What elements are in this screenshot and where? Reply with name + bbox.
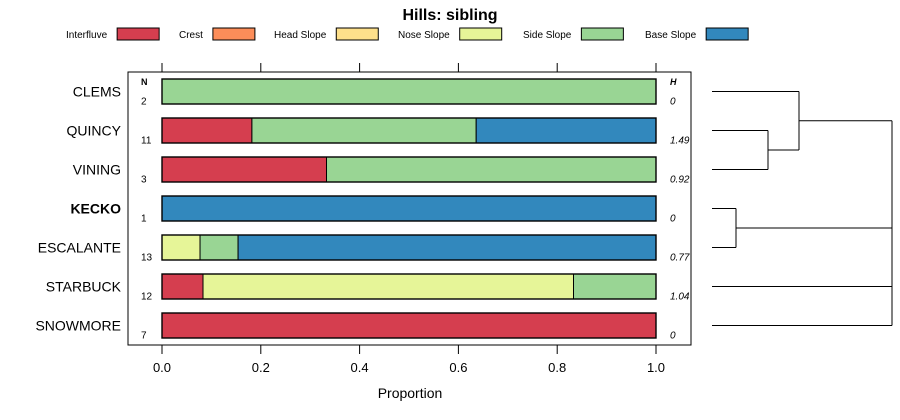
row-h: 0 [670, 214, 676, 225]
row-label: SNOWMORE [35, 318, 121, 334]
bar-segment [573, 273, 657, 300]
bar-outline [161, 312, 657, 339]
x-tick-label: 0.8 [548, 360, 566, 375]
legend-swatch [705, 27, 749, 41]
bar-segment [161, 312, 657, 339]
bar-outline [161, 78, 657, 105]
row-n: 11 [141, 136, 152, 147]
top-axis-ticks [161, 63, 657, 72]
row-n: 12 [141, 292, 153, 303]
row-label: QUINCY [67, 123, 122, 139]
bar-segment [251, 117, 477, 144]
row-h: 0 [670, 97, 676, 108]
x-axis: 0.0 0.2 0.4 0.6 0.8 1.0 [153, 345, 665, 375]
legend-swatch [116, 27, 160, 41]
x-tick-label: 0.0 [153, 360, 171, 375]
bar-outline [161, 156, 657, 183]
legend-label: Interfluve [66, 30, 108, 41]
h-header: H [670, 77, 677, 87]
bar-segment [161, 78, 657, 105]
row-label: ESCALANTE [38, 240, 121, 256]
row-h: 1.04 [670, 292, 690, 303]
x-tick-label: 0.4 [351, 360, 369, 375]
bar-segment [161, 156, 328, 183]
legend: Interfluve Crest Head Slope Nose Slope Side … [66, 27, 749, 41]
row-n: 2 [141, 97, 147, 108]
legend-label: Side Slope [523, 30, 572, 41]
x-axis-label: Proportion [378, 385, 443, 401]
chart-title: Hills: sibling [402, 7, 497, 24]
legend-label: Nose Slope [398, 30, 450, 41]
bar-segment [161, 195, 657, 222]
bar-segment [161, 234, 201, 261]
bar-outline [161, 195, 657, 222]
legend-swatch [335, 27, 379, 41]
x-tick-label: 0.2 [252, 360, 270, 375]
bar-segment [237, 234, 657, 261]
legend-label: Head Slope [274, 30, 327, 41]
x-tick-label: 1.0 [647, 360, 665, 375]
row-h: 0.77 [670, 253, 690, 264]
row-n: 1 [141, 214, 147, 225]
row-label: VINING [73, 162, 121, 178]
row-label: CLEMS [73, 84, 121, 100]
row-n: 13 [141, 253, 153, 264]
bar-segment [161, 273, 204, 300]
bar-segment [326, 156, 657, 183]
n-header: N [141, 77, 148, 87]
row-label: KECKO [70, 201, 121, 217]
legend-swatch [580, 27, 624, 41]
bar-segment [199, 234, 239, 261]
row-h: 1.49 [670, 136, 690, 147]
row-label: STARBUCK [46, 279, 122, 295]
bar-segment [475, 117, 657, 144]
legend-label: Base Slope [645, 30, 697, 41]
legend-swatch [459, 27, 503, 41]
rows: CLEMS 2 0 QUINCY 11 1.49 VINING 3 0.92 KECKO 1 0 ESC… [35, 78, 690, 342]
legend-label: Crest [179, 30, 203, 41]
bar-segment [202, 273, 575, 300]
bar-outline [161, 117, 657, 144]
row-n: 3 [141, 175, 147, 186]
dendrogram [712, 91, 893, 326]
plot-frame [127, 71, 692, 346]
legend-swatch [212, 27, 256, 41]
row-h: 0.92 [670, 175, 690, 186]
bar-segment [161, 117, 253, 144]
bar-outline [161, 234, 657, 261]
bar-outline [161, 273, 657, 300]
x-tick-label: 0.6 [449, 360, 467, 375]
row-h: 0 [670, 331, 676, 342]
row-n: 7 [141, 331, 147, 342]
